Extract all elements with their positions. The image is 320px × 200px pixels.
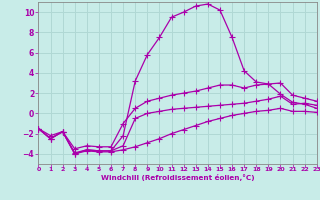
X-axis label: Windchill (Refroidissement éolien,°C): Windchill (Refroidissement éolien,°C) <box>101 174 254 181</box>
